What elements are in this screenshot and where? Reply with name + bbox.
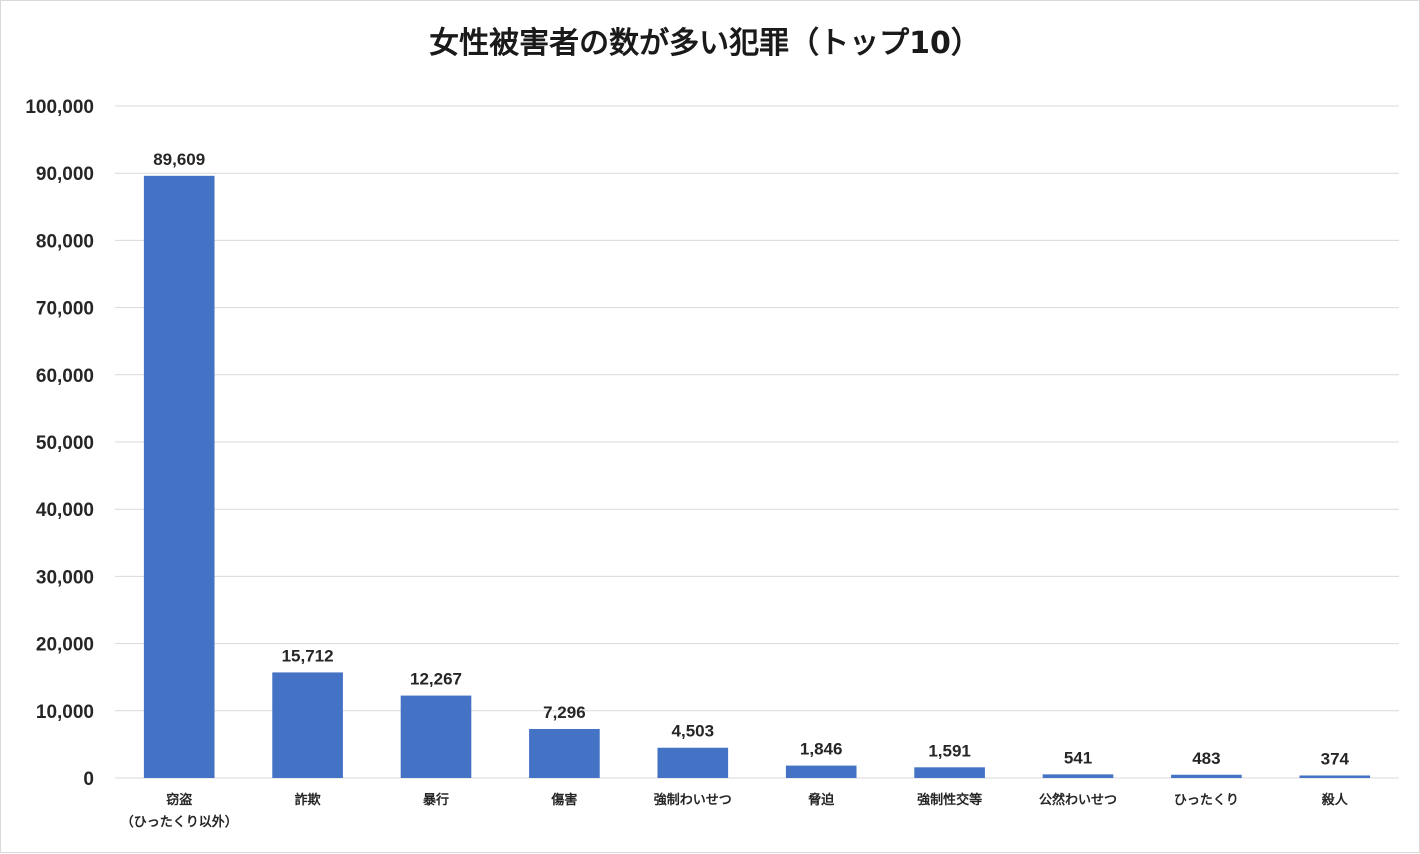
y-tick-label: 20,000 [36,635,94,656]
data-label: 89,609 [153,150,205,169]
bar [529,728,600,778]
bar [1042,774,1114,778]
x-tick-label: 脅迫 [807,792,835,808]
y-tick-label: 10,000 [36,702,94,723]
data-label: 483 [1192,749,1220,768]
bar [1171,774,1242,778]
x-tick-label: 強制わいせつ [654,792,732,808]
y-axis-tick-labels: 0 10,000 20,000 30,000 40,000 50,000 60,000 70,… [25,97,94,790]
x-tick-label: （ひったくり以外） [121,814,238,830]
data-label: 12,267 [410,670,462,689]
x-tick-label: 公然わいせつ [1039,792,1117,808]
chart-title: 女性被害者の数が多い犯罪（トップ10） [429,26,981,61]
x-tick-label: 暴行 [422,792,449,808]
y-tick-label: 30,000 [36,567,94,588]
y-tick-label: 70,000 [36,299,94,320]
data-label: 1,591 [928,741,971,760]
bar [143,175,215,778]
x-tick-label: 窃盗 [166,792,192,808]
data-labels: 89,609 15,712 12,267 7,296 4,503 1,846 1,591 54… [153,150,1349,769]
bar [785,765,857,778]
bar [657,747,729,778]
x-tick-label: 強制性交等 [917,792,982,808]
y-tick-label: 50,000 [36,433,94,454]
data-label: 15,712 [282,646,334,665]
x-tick-label: 殺人 [1321,792,1349,808]
bar [914,767,985,778]
y-tick-label: 0 [83,769,94,790]
y-tick-label: 80,000 [36,231,94,252]
bar [1299,775,1371,778]
y-tick-label: 100,000 [25,97,94,118]
data-label: 7,296 [543,703,586,722]
data-label: 541 [1064,748,1092,767]
data-label: 1,846 [800,740,843,759]
y-tick-label: 90,000 [36,164,94,185]
x-tick-label: 傷害 [550,792,577,808]
data-label: 374 [1321,749,1350,768]
y-tick-label: 60,000 [36,366,94,387]
x-axis-tick-labels: 窃盗 （ひったくり以外） 詐欺 暴行 傷害 強制わいせつ 脅迫 強制性交等 公然わいせつ ひったく… [121,792,1349,830]
data-label: 4,503 [672,722,715,741]
bar [400,695,472,778]
y-tick-label: 40,000 [36,500,94,521]
bar [272,672,343,778]
x-tick-label: ひったくり [1174,793,1239,808]
bars [143,175,1371,778]
x-tick-label: 詐欺 [295,792,321,808]
